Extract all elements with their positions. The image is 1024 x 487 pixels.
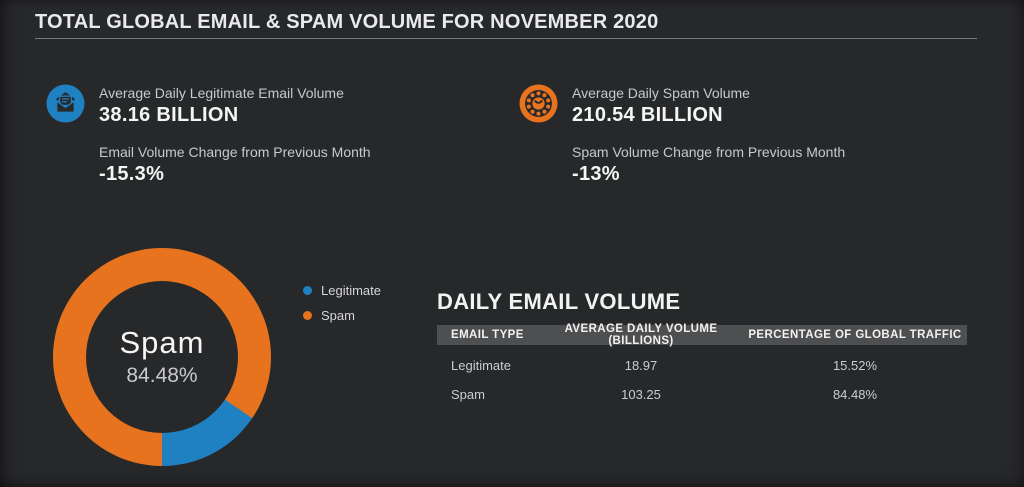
title-divider: [35, 38, 977, 39]
legend-item-legitimate[interactable]: Legitimate: [303, 282, 381, 299]
table-cell: 103.25: [621, 387, 661, 402]
table-cell: 18.97: [624, 358, 658, 373]
stat-label: Average Daily Legitimate Email Volume: [99, 85, 344, 101]
stat-text: Average Daily Legitimate Email Volume 38…: [99, 84, 371, 186]
table-header-cell: EMAIL TYPE: [451, 329, 524, 341]
table-header-cell: PERCENTAGE OF GLOBAL TRAFFIC: [748, 329, 962, 341]
legend-dot-legitimate: [303, 286, 312, 295]
legend-dot-spam: [303, 311, 312, 320]
spam-virus-icon: [519, 84, 558, 123]
chart-legend: Legitimate Spam: [303, 282, 381, 332]
stat-label: Email Volume Change from Previous Month: [99, 144, 371, 160]
table-header-cell: AVERAGE DAILY VOLUME (BILLIONS): [564, 323, 718, 347]
table-row: Legitimate 18.97 15.52%: [437, 351, 967, 380]
stat-value: 38.16 BILLION: [99, 104, 239, 126]
daily-email-volume-section: DAILY EMAIL VOLUME EMAIL TYPE AVERAGE DA…: [437, 290, 967, 409]
stat-value: 210.54 BILLION: [572, 104, 723, 126]
stat-label: Spam Volume Change from Previous Month: [572, 144, 846, 160]
table-header-row: EMAIL TYPE AVERAGE DAILY VOLUME (BILLION…: [437, 323, 967, 347]
legend-label: Legitimate: [321, 283, 381, 298]
table-cell: 84.48%: [832, 387, 878, 402]
table-cell: 15.52%: [832, 358, 878, 373]
page-title: TOTAL GLOBAL EMAIL & SPAM VOLUME FOR NOV…: [35, 11, 659, 33]
open-email-icon: [46, 84, 85, 123]
legend-label: Spam: [321, 308, 355, 323]
stat-value: -15.3%: [99, 163, 165, 185]
donut-center-label: Spam: [119, 325, 205, 360]
legend-item-spam[interactable]: Spam: [303, 307, 381, 324]
table-cell: Spam: [451, 387, 485, 402]
stat-label: Average Daily Spam Volume: [572, 85, 750, 101]
table-row: Spam 103.25 84.48%: [437, 380, 967, 409]
stat-spam: Average Daily Spam Volume 210.54 BILLION…: [519, 84, 845, 186]
donut-chart[interactable]: Spam 84.48%: [53, 248, 271, 466]
donut-hole: Spam 84.48%: [86, 281, 238, 433]
donut-center-value: 84.48%: [126, 364, 198, 387]
table-cell: Legitimate: [451, 358, 511, 373]
stat-legitimate-email: Average Daily Legitimate Email Volume 38…: [46, 84, 371, 186]
stat-value: -13%: [572, 163, 620, 185]
table-title: DAILY EMAIL VOLUME: [437, 289, 681, 314]
stat-text: Average Daily Spam Volume 210.54 BILLION…: [572, 84, 845, 186]
